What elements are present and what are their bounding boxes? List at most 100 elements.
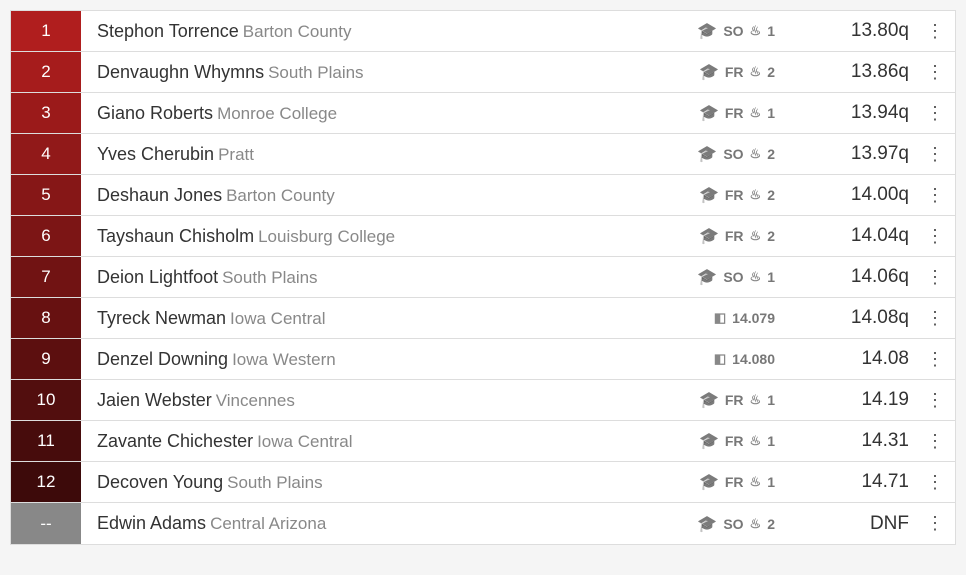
table-row: 5Deshaun JonesBarton County🎓FR♨214.00q⋮ [11,175,955,216]
table-row: --Edwin AdamsCentral Arizona🎓SO♨2DNF⋮ [11,503,955,544]
athlete-team: South Plains [222,268,317,287]
grad-cap-icon: 🎓 [697,267,717,287]
class-year: FR [725,64,744,80]
row-menu-button[interactable]: ⋮ [915,144,955,165]
meta-cell: 🎓FR♨2 [635,226,775,246]
athlete-name: Denzel Downing [97,349,228,369]
athlete-cell: Edwin AdamsCentral Arizona [81,513,635,534]
place-cell: 11 [11,421,81,461]
heat-number: 2 [767,516,775,532]
athlete-name: Edwin Adams [97,513,206,533]
class-year: SO [723,146,743,162]
grad-cap-icon: 🎓 [699,431,719,451]
athlete-team: Barton County [243,22,352,41]
result-cell: 13.80q [775,20,915,42]
heat-number: 2 [767,187,775,203]
heat-icon: ♨ [750,516,762,532]
athlete-team: South Plains [227,473,322,492]
meta-cell: 🎓 SO ♨ 2 [635,514,775,534]
athlete-cell: Giano RobertsMonroe College [81,103,635,124]
table-row: 2Denvaughn WhymnsSouth Plains🎓FR♨213.86q… [11,52,955,93]
grad-cap-icon: 🎓 [699,185,719,205]
heat-icon: ♨ [750,146,762,162]
athlete-name: Tayshaun Chisholm [97,226,254,246]
class-year: FR [725,105,744,121]
result-cell: 13.94q [775,102,915,124]
heat-number: 2 [767,64,775,80]
class-year: SO [723,269,743,285]
place-cell: 6 [11,216,81,256]
place-cell: 12 [11,462,81,502]
place-cell: 5 [11,175,81,215]
athlete-cell: Denvaughn WhymnsSouth Plains [81,62,635,83]
meta-cell: 🎓FR♨1 [635,431,775,451]
row-menu-button[interactable]: ⋮ [915,349,955,370]
table-row: 3Giano RobertsMonroe College🎓FR♨113.94q⋮ [11,93,955,134]
place-cell: 1 [11,11,81,51]
meta-cell: 🎓FR♨2 [635,185,775,205]
athlete-team: Louisburg College [258,227,395,246]
place-cell: -- [11,503,81,544]
row-menu-button[interactable]: ⋮ [915,62,955,83]
heat-icon: ♨ [750,269,762,285]
athlete-team: Central Arizona [210,514,326,533]
row-menu-button[interactable]: ⋮ [915,21,955,42]
athlete-cell: Deshaun JonesBarton County [81,185,635,206]
class-year: SO [723,23,743,39]
athlete-name: Decoven Young [97,472,223,492]
row-menu-button[interactable]: ⋮ [915,431,955,452]
result-cell: 14.31 [775,430,915,452]
heat-number: 1 [767,433,775,449]
row-menu-button[interactable]: ⋮ [915,103,955,124]
result-cell: 14.71 [775,471,915,493]
row-menu-button[interactable]: ⋮ [915,513,955,534]
row-menu-button[interactable]: ⋮ [915,226,955,247]
tiebreak-icon: ◧ [714,310,726,326]
athlete-name: Stephon Torrence [97,21,239,41]
heat-number: 1 [767,23,775,39]
table-row: 7Deion LightfootSouth Plains🎓SO♨114.06q⋮ [11,257,955,298]
place-cell: 4 [11,134,81,174]
class-year: FR [725,187,744,203]
athlete-name: Zavante Chichester [97,431,253,451]
meta-cell: 🎓FR♨1 [635,472,775,492]
result-cell: 14.00q [775,184,915,206]
row-menu-button[interactable]: ⋮ [915,472,955,493]
table-row: 4Yves CherubinPratt🎓SO♨213.97q⋮ [11,134,955,175]
athlete-name: Tyreck Newman [97,308,226,328]
athlete-team: Iowa Central [257,432,352,451]
athlete-name: Yves Cherubin [97,144,214,164]
athlete-name: Denvaughn Whymns [97,62,264,82]
athlete-cell: Jaien WebsterVincennes [81,390,635,411]
athlete-cell: Yves CherubinPratt [81,144,635,165]
place-cell: 3 [11,93,81,133]
grad-cap-icon: 🎓 [697,514,717,534]
athlete-cell: Tyreck NewmanIowa Central [81,308,635,329]
heat-number: 1 [767,392,775,408]
athlete-name: Deion Lightfoot [97,267,218,287]
row-menu-button[interactable]: ⋮ [915,267,955,288]
athlete-name: Deshaun Jones [97,185,222,205]
row-menu-button[interactable]: ⋮ [915,308,955,329]
class-year: SO [723,516,743,532]
athlete-team: Barton County [226,186,335,205]
meta-cell: 🎓SO♨1 [635,21,775,41]
grad-cap-icon: 🎓 [699,390,719,410]
meta-cell: ◧14.079 [635,310,775,326]
row-menu-button[interactable]: ⋮ [915,185,955,206]
tiebreak-value: 14.080 [732,351,775,367]
grad-cap-icon: 🎓 [697,144,717,164]
heat-number: 2 [767,228,775,244]
heat-icon: ♨ [750,64,762,80]
athlete-team: Pratt [218,145,254,164]
athlete-name: Jaien Webster [97,390,212,410]
meta-cell: 🎓FR♨2 [635,62,775,82]
meta-cell: 🎓SO♨1 [635,267,775,287]
athlete-cell: Stephon TorrenceBarton County [81,21,635,42]
result-cell: DNF [775,513,915,535]
result-cell: 14.06q [775,266,915,288]
class-year: FR [725,433,744,449]
athlete-name: Giano Roberts [97,103,213,123]
class-year: FR [725,228,744,244]
row-menu-button[interactable]: ⋮ [915,390,955,411]
